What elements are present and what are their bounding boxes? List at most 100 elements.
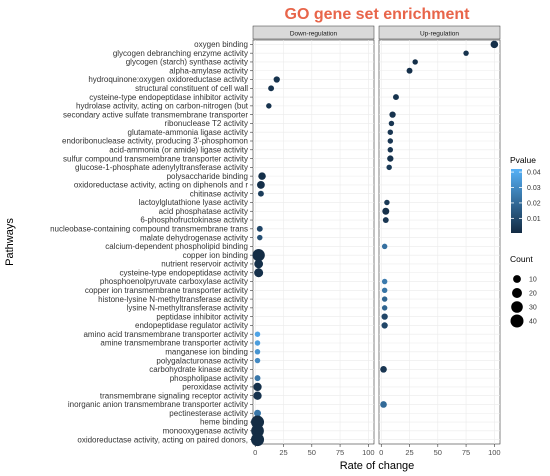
legend-count-label: 40 <box>529 319 537 326</box>
data-point <box>266 103 272 109</box>
y-tick-label: oxidoreductase activity, acting on paire… <box>77 435 248 444</box>
legend-colorbar <box>511 169 522 233</box>
y-tick-label: oxidoreductase activity, acting on diphe… <box>74 181 249 190</box>
legend-pvalue-title: Pvalue <box>510 155 536 165</box>
x-tick-label: 75 <box>462 448 470 457</box>
data-point <box>382 207 390 215</box>
x-tick-label: 0 <box>379 448 383 457</box>
y-tick-label: pectinesterase activity <box>169 409 248 418</box>
y-tick-label: amino acid transmembrane transporter act… <box>83 330 248 339</box>
x-tick-label: 100 <box>488 448 501 457</box>
y-tick-label: copper ion transmembrane transporter act… <box>85 286 248 295</box>
y-tick-label: monooxygenase activity <box>163 427 248 436</box>
y-tick-label: phosphoenolpyruvate carboxylase activity <box>100 277 248 286</box>
legend-count-dot <box>512 288 522 298</box>
data-point <box>254 259 264 269</box>
data-point <box>251 415 265 429</box>
data-point <box>254 349 261 355</box>
y-tick-label: oxygen binding <box>194 40 248 49</box>
data-point <box>412 59 418 65</box>
data-point <box>381 243 388 250</box>
data-point <box>384 199 390 206</box>
data-point <box>381 296 388 302</box>
strip-down-regulation <box>252 25 375 40</box>
y-tick-label: calcium-dependent phospholipid binding <box>105 242 248 251</box>
y-tick-label: cysteine-type endopeptidase inhibitor ac… <box>89 93 248 102</box>
data-point <box>381 287 388 294</box>
y-tick-label: secondary active sulfate transmembrane t… <box>63 110 248 119</box>
panel-up-regulation <box>378 39 501 445</box>
legend-count-dot <box>511 301 523 313</box>
y-tick-label: heme binding <box>200 418 248 427</box>
data-point <box>257 190 264 197</box>
x-tick-label: 50 <box>308 448 316 457</box>
y-tick-label: inorganic anion transmembrane transporte… <box>68 400 248 409</box>
panel-down-regulation <box>252 39 375 445</box>
strip-label-up: Up-regulation <box>420 31 459 38</box>
data-point <box>251 433 265 447</box>
data-point <box>387 138 394 144</box>
data-point <box>381 322 388 329</box>
x-tick-label: 50 <box>434 448 442 457</box>
y-tick-label: sulfur compound transmembrane transporte… <box>63 154 248 163</box>
y-tick-label: carbohydrate kinase activity <box>149 365 248 374</box>
y-axis-title: Pathways <box>4 218 16 266</box>
legend-count-dot <box>513 275 521 283</box>
x-tick-label: 25 <box>279 448 287 457</box>
y-tick-label: malate dehydrogenase activity <box>140 233 248 242</box>
y-tick-label: polysaccharide binding <box>167 172 248 181</box>
y-tick-label: glycogen debranching enzyme activity <box>113 49 248 58</box>
y-tick-label: structural constituent of cell wall <box>135 84 248 93</box>
data-point <box>381 278 388 285</box>
data-point <box>387 155 394 162</box>
x-tick-label: 25 <box>405 448 413 457</box>
x-axis-title: Rate of change <box>340 460 415 472</box>
y-tick-label: nucleobase-containing compound transmemb… <box>50 225 248 234</box>
data-point <box>389 111 396 118</box>
y-tick-label: hydrolase activity, acting on carbon-nit… <box>76 102 249 111</box>
data-point <box>268 85 275 92</box>
data-point <box>381 305 388 311</box>
y-tick-label: chitinase activity <box>190 189 248 198</box>
legend-pvalue-label: 0.02 <box>527 200 541 207</box>
data-point <box>254 340 261 346</box>
data-point <box>254 375 261 382</box>
legend-pvalue-ticks: 0.01 0.02 0.03 0.04 <box>511 170 541 223</box>
data-point <box>386 164 392 171</box>
data-point <box>463 50 469 56</box>
legend-pvalue-label: 0.01 <box>527 216 541 223</box>
y-tick-label: glucose-1-phosphate adenylyltransferase … <box>75 163 248 172</box>
legend-count-title: Count <box>510 254 533 264</box>
data-point <box>382 217 389 223</box>
y-tick-label: ribonuclease T2 activity <box>165 119 248 128</box>
data-point <box>257 181 265 189</box>
data-point <box>253 391 262 400</box>
data-point <box>388 120 395 127</box>
legend-count-dot <box>510 314 524 328</box>
y-tick-label: manganese ion binding <box>165 347 248 356</box>
y-tick-label: lactoylglutathione lyase activity <box>139 198 248 207</box>
x-tick-label: 100 <box>362 448 375 457</box>
y-tick-label: copper ion binding <box>183 251 248 260</box>
y-tick-label: polygalacturonase activity <box>156 356 248 365</box>
data-point <box>254 357 261 364</box>
data-point <box>406 67 413 74</box>
data-point <box>490 40 499 49</box>
y-tick-label: histone-lysine N-methyltransferase activ… <box>98 295 248 304</box>
data-point <box>254 268 264 278</box>
data-point <box>252 249 265 262</box>
y-tick-label: acid phosphatase activity <box>159 207 248 216</box>
strip-up-regulation <box>378 25 501 40</box>
y-tick-label: endopeptidase regulator activity <box>135 321 248 330</box>
data-point <box>380 401 387 408</box>
y-tick-label: peptidase inhibitor activity <box>156 312 248 321</box>
legend-count-label: 10 <box>529 277 537 284</box>
y-tick-label: 6-phosphofructokinase activity <box>140 216 248 225</box>
data-point <box>256 225 263 232</box>
data-point <box>257 234 263 241</box>
y-tick-label: nutrient reservoir activity <box>161 260 248 269</box>
y-tick-label: glutamate-ammonia ligase activity <box>128 128 249 137</box>
data-point <box>393 94 399 101</box>
